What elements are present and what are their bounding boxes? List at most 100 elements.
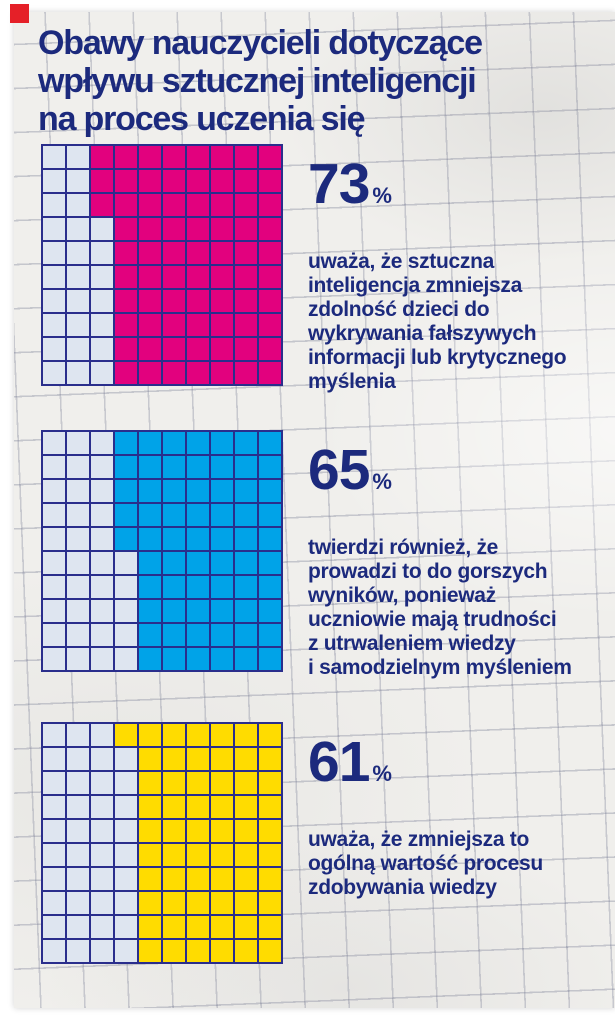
waffle-cell: [235, 868, 257, 890]
waffle-cell: [187, 338, 209, 360]
waffle-cell: [211, 504, 233, 526]
waffle-cell: [211, 892, 233, 914]
waffle-cell: [259, 796, 281, 818]
waffle-cell: [259, 290, 281, 312]
stat-number: 73: [308, 152, 370, 216]
waffle-cell: [67, 892, 89, 914]
waffle-cell: [163, 242, 185, 264]
waffle-cell: [43, 600, 65, 622]
waffle-cell: [163, 724, 185, 746]
stat-number: 65: [308, 438, 370, 502]
waffle-cell: [43, 772, 65, 794]
waffle-cell: [259, 194, 281, 216]
waffle-cell: [187, 504, 209, 526]
waffle-cell: [115, 194, 137, 216]
waffle-cell: [259, 528, 281, 550]
waffle-cell: [139, 892, 161, 914]
waffle-cell: [43, 648, 65, 670]
waffle-cell: [139, 314, 161, 336]
waffle-cell: [91, 480, 113, 502]
waffle-cell: [91, 338, 113, 360]
waffle-cell: [211, 940, 233, 962]
waffle-cell: [115, 624, 137, 646]
waffle-cell: [259, 146, 281, 168]
waffle-cell: [235, 844, 257, 866]
waffle-cell: [67, 820, 89, 842]
waffle-cell: [259, 892, 281, 914]
waffle-cell: [259, 242, 281, 264]
waffle-cell: [115, 892, 137, 914]
waffle-cell: [259, 576, 281, 598]
waffle-cell: [235, 648, 257, 670]
waffle-cell: [163, 290, 185, 312]
waffle-cell: [115, 480, 137, 502]
waffle-cell: [235, 552, 257, 574]
percent-sign: %: [372, 761, 392, 786]
waffle-cell: [259, 218, 281, 240]
waffle-cell: [67, 624, 89, 646]
waffle-cell: [235, 266, 257, 288]
waffle-cell: [67, 504, 89, 526]
waffle-cell: [67, 338, 89, 360]
waffle-cell: [235, 796, 257, 818]
waffle-cell: [211, 600, 233, 622]
waffle-cell: [115, 820, 137, 842]
waffle-cell: [163, 940, 185, 962]
waffle-cell: [187, 868, 209, 890]
waffle-cell: [91, 266, 113, 288]
waffle-cell: [163, 146, 185, 168]
waffle-cell: [187, 170, 209, 192]
waffle-chart-61: [41, 722, 283, 964]
waffle-cell: [187, 844, 209, 866]
waffle-cell: [67, 724, 89, 746]
waffle-cell: [211, 576, 233, 598]
waffle-cell: [163, 892, 185, 914]
waffle-cell: [115, 528, 137, 550]
waffle-cell: [235, 748, 257, 770]
waffle-cell: [187, 242, 209, 264]
waffle-cell: [211, 868, 233, 890]
waffle-cell: [139, 940, 161, 962]
waffle-cell: [115, 600, 137, 622]
waffle-cell: [235, 218, 257, 240]
waffle-cell: [115, 362, 137, 384]
waffle-cell: [235, 940, 257, 962]
waffle-cell: [67, 600, 89, 622]
waffle-cell: [211, 844, 233, 866]
waffle-cell: [211, 796, 233, 818]
waffle-cell: [211, 552, 233, 574]
waffle-cell: [43, 844, 65, 866]
waffle-cell: [163, 820, 185, 842]
stat-description: uważa, że zmniejsza to ogólną wartość pr…: [308, 828, 543, 899]
waffle-cell: [235, 480, 257, 502]
waffle-cell: [187, 624, 209, 646]
waffle-cell: [43, 170, 65, 192]
waffle-cell: [139, 266, 161, 288]
waffle-cell: [43, 940, 65, 962]
waffle-cell: [259, 624, 281, 646]
waffle-cell: [67, 194, 89, 216]
waffle-cell: [91, 624, 113, 646]
waffle-cell: [163, 338, 185, 360]
waffle-cell: [187, 552, 209, 574]
waffle-cell: [163, 432, 185, 454]
waffle-cell: [67, 362, 89, 384]
waffle-cell: [211, 146, 233, 168]
waffle-cell: [187, 362, 209, 384]
waffle-cell: [139, 362, 161, 384]
waffle-cell: [115, 844, 137, 866]
waffle-cell: [67, 242, 89, 264]
waffle-cell: [187, 266, 209, 288]
waffle-cell: [91, 362, 113, 384]
waffle-cell: [211, 528, 233, 550]
waffle-cell: [235, 432, 257, 454]
waffle-cell: [163, 916, 185, 938]
waffle-cell: [235, 146, 257, 168]
waffle-cell: [259, 432, 281, 454]
waffle-cell: [163, 796, 185, 818]
waffle-cell: [235, 242, 257, 264]
waffle-cell: [259, 844, 281, 866]
waffle-cell: [187, 820, 209, 842]
waffle-cell: [235, 504, 257, 526]
